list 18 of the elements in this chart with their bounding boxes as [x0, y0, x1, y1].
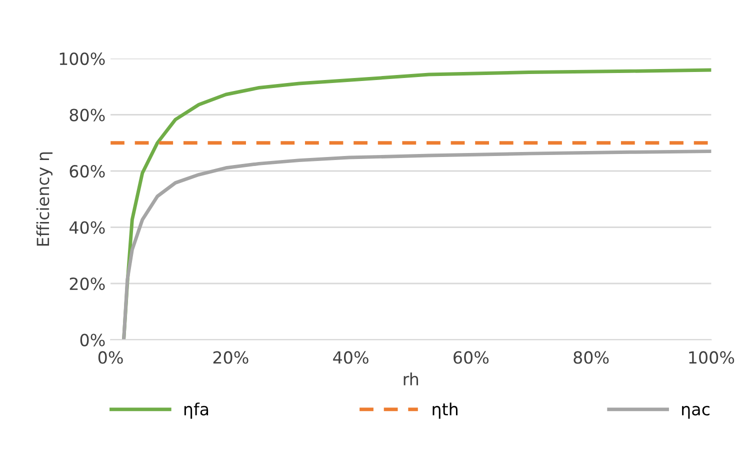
x-tick-label: 60%: [454, 351, 489, 364]
x-tick-label: 100%: [689, 351, 734, 364]
y-tick-label: 40%: [69, 221, 105, 234]
x-axis-title: rh: [404, 372, 418, 386]
y-tick-label: 80%: [70, 108, 105, 122]
y-tick-label: 0%: [80, 334, 105, 346]
legend-label: ηfa: [184, 402, 208, 419]
x-tick-label: 40%: [333, 351, 368, 364]
legend-label: ηth: [432, 402, 458, 419]
x-tick-label: 20%: [213, 351, 248, 364]
y-tick-label: 60%: [70, 164, 105, 178]
x-tick-label: 80%: [574, 351, 609, 364]
y-axis-title: Efficiency η: [36, 152, 52, 246]
y-tick-label: 100%: [60, 52, 105, 66]
y-tick-label: 20%: [70, 277, 105, 290]
line-series: [122, 150, 712, 340]
legend-label: ηac: [682, 406, 710, 419]
x-tick-label: 0%: [98, 351, 123, 364]
